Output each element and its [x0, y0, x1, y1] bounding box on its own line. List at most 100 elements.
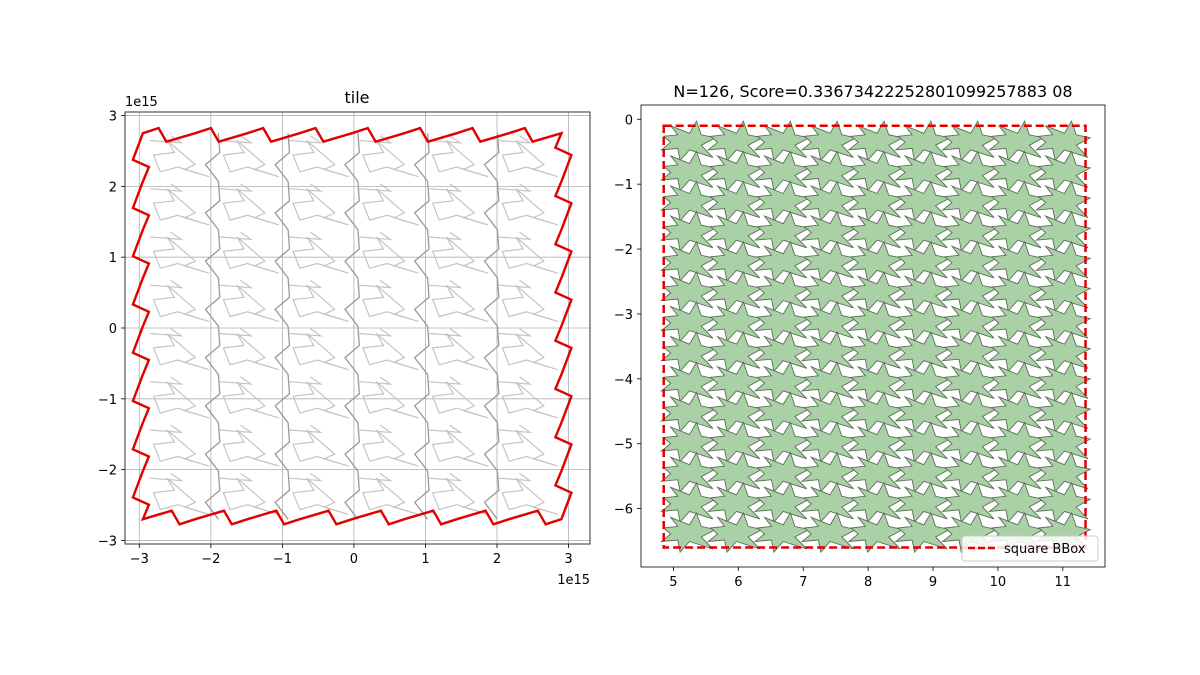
tile-y-ticks: −3 −2 −1 0 1 2 3: [98, 110, 125, 549]
packed-shape: [894, 331, 951, 373]
packed-shape: [941, 481, 998, 523]
tile-x-tick-label: 1: [421, 552, 429, 567]
packed-shape: [847, 300, 904, 343]
tile-inner-stroke: [289, 424, 323, 434]
packed-shape: [1034, 120, 1092, 162]
packed-shape: [941, 421, 998, 463]
packed-shape: [1034, 331, 1092, 373]
packed-shape: [1034, 300, 1092, 343]
tile-inner-stroke: [428, 279, 463, 289]
packing-y-tick-label: −5: [614, 438, 633, 453]
tile-separator: [413, 133, 430, 520]
packed-shape: [659, 481, 717, 523]
tile-inner-stroke: [289, 376, 323, 385]
tile-panel: −3 −2 −1 0 1 2 3 −3 −2 −1 0 1 2 3 tile 1e15 1e15: [98, 88, 591, 588]
packed-shape: [800, 511, 858, 554]
tile-inner-stroke: [219, 424, 254, 434]
packed-shape: [988, 361, 1045, 403]
tile-inner-shape: [362, 333, 419, 371]
packed-shapes: [659, 120, 1092, 554]
tile-inner-stroke: [219, 231, 254, 241]
packing-y-tick-label: −3: [614, 308, 633, 323]
tile-inner-stroke: [359, 376, 393, 385]
tile-inner-shape: [222, 188, 280, 226]
packed-shape: [847, 331, 904, 373]
packed-shape: [941, 270, 998, 312]
tile-inner-shape: [152, 188, 210, 226]
tile-inner-stroke: [289, 135, 323, 144]
tile-inner-shape: [501, 477, 559, 515]
tile-inner-shape: [501, 429, 559, 467]
packed-shape: [1034, 240, 1092, 282]
packed-shape: [753, 270, 811, 312]
packed-shape: [706, 421, 764, 463]
tile-x-tick-label: 0: [350, 552, 358, 567]
packed-shape: [659, 451, 717, 493]
tile-inner-shape: [362, 429, 419, 467]
packed-shape: [706, 511, 764, 554]
packed-shape: [753, 240, 811, 282]
tile-inner-shape: [431, 477, 489, 515]
tile-inner-stroke: [498, 472, 533, 482]
tile-x-tick-label: −1: [273, 552, 292, 567]
packed-shape: [894, 150, 951, 192]
tile-inner-shape: [431, 333, 489, 371]
packed-shape: [941, 120, 998, 162]
packed-shape: [706, 120, 764, 162]
tile-inner-stroke: [428, 231, 463, 241]
tile-inner-shape: [431, 236, 489, 274]
packing-x-tick-label: 9: [929, 575, 937, 590]
packing-y-tick-label: −2: [614, 243, 633, 258]
packed-shape: [706, 270, 764, 312]
tile-inner-shape: [152, 284, 210, 322]
packing-y-ticks: −6 −5 −4 −3 −2 −1 0: [614, 113, 641, 518]
packed-shape: [894, 120, 951, 162]
packed-shape: [659, 150, 717, 192]
tile-inner-stroke: [359, 424, 393, 434]
tile-inner-shape: [431, 284, 489, 322]
packed-shape: [894, 481, 951, 523]
tile-inner-stroke: [149, 376, 184, 385]
packed-shape: [894, 361, 951, 403]
tile-inner-shape: [152, 236, 210, 274]
legend-label: square BBox: [1004, 542, 1086, 557]
packed-shape: [706, 451, 764, 493]
tile-inner-stroke: [498, 328, 533, 337]
packed-shape: [706, 481, 764, 523]
packed-shape: [706, 180, 764, 222]
tile-inner-shapes: [149, 133, 559, 520]
tile-inner-stroke: [149, 279, 184, 289]
tile-inner-stroke: [219, 328, 254, 337]
tile-inner-shape: [501, 188, 559, 226]
packed-shape: [847, 421, 904, 463]
packed-shape: [659, 240, 717, 282]
tile-inner-shape: [292, 429, 349, 467]
tile-inner-shape: [362, 477, 419, 515]
packing-panel: 5 6 7 8 9 10 11 −6 −5 −4 −3 −2 −1 0 N=126, Score=0.3…: [614, 82, 1106, 590]
packed-shape: [753, 481, 811, 523]
tile-inner-shape: [152, 333, 210, 371]
tile-y-tick-label: 2: [109, 180, 117, 195]
packed-shape: [1034, 361, 1092, 403]
packed-shape: [659, 421, 717, 463]
tile-separator: [344, 133, 360, 520]
packed-shape: [800, 451, 858, 493]
packed-shape: [659, 180, 717, 222]
packed-shape: [894, 391, 951, 433]
packing-x-tick-label: 10: [990, 575, 1007, 590]
packed-shape: [800, 150, 858, 192]
packing-x-tick-label: 11: [1055, 575, 1072, 590]
packed-shape: [1034, 451, 1092, 493]
packed-shape: [988, 421, 1045, 463]
packed-shape: [847, 511, 904, 554]
tile-y-tick-label: −1: [98, 393, 117, 408]
tile-inner-shape: [222, 477, 280, 515]
tile-inner-shape: [292, 284, 349, 322]
packed-shape: [941, 451, 998, 493]
packed-shape: [941, 331, 998, 373]
tile-y-tick-label: −3: [98, 534, 117, 549]
tile-inner-shape: [222, 429, 280, 467]
tile-inner-stroke: [219, 472, 254, 482]
packed-shape: [988, 150, 1045, 192]
tile-inner-stroke: [359, 183, 393, 192]
